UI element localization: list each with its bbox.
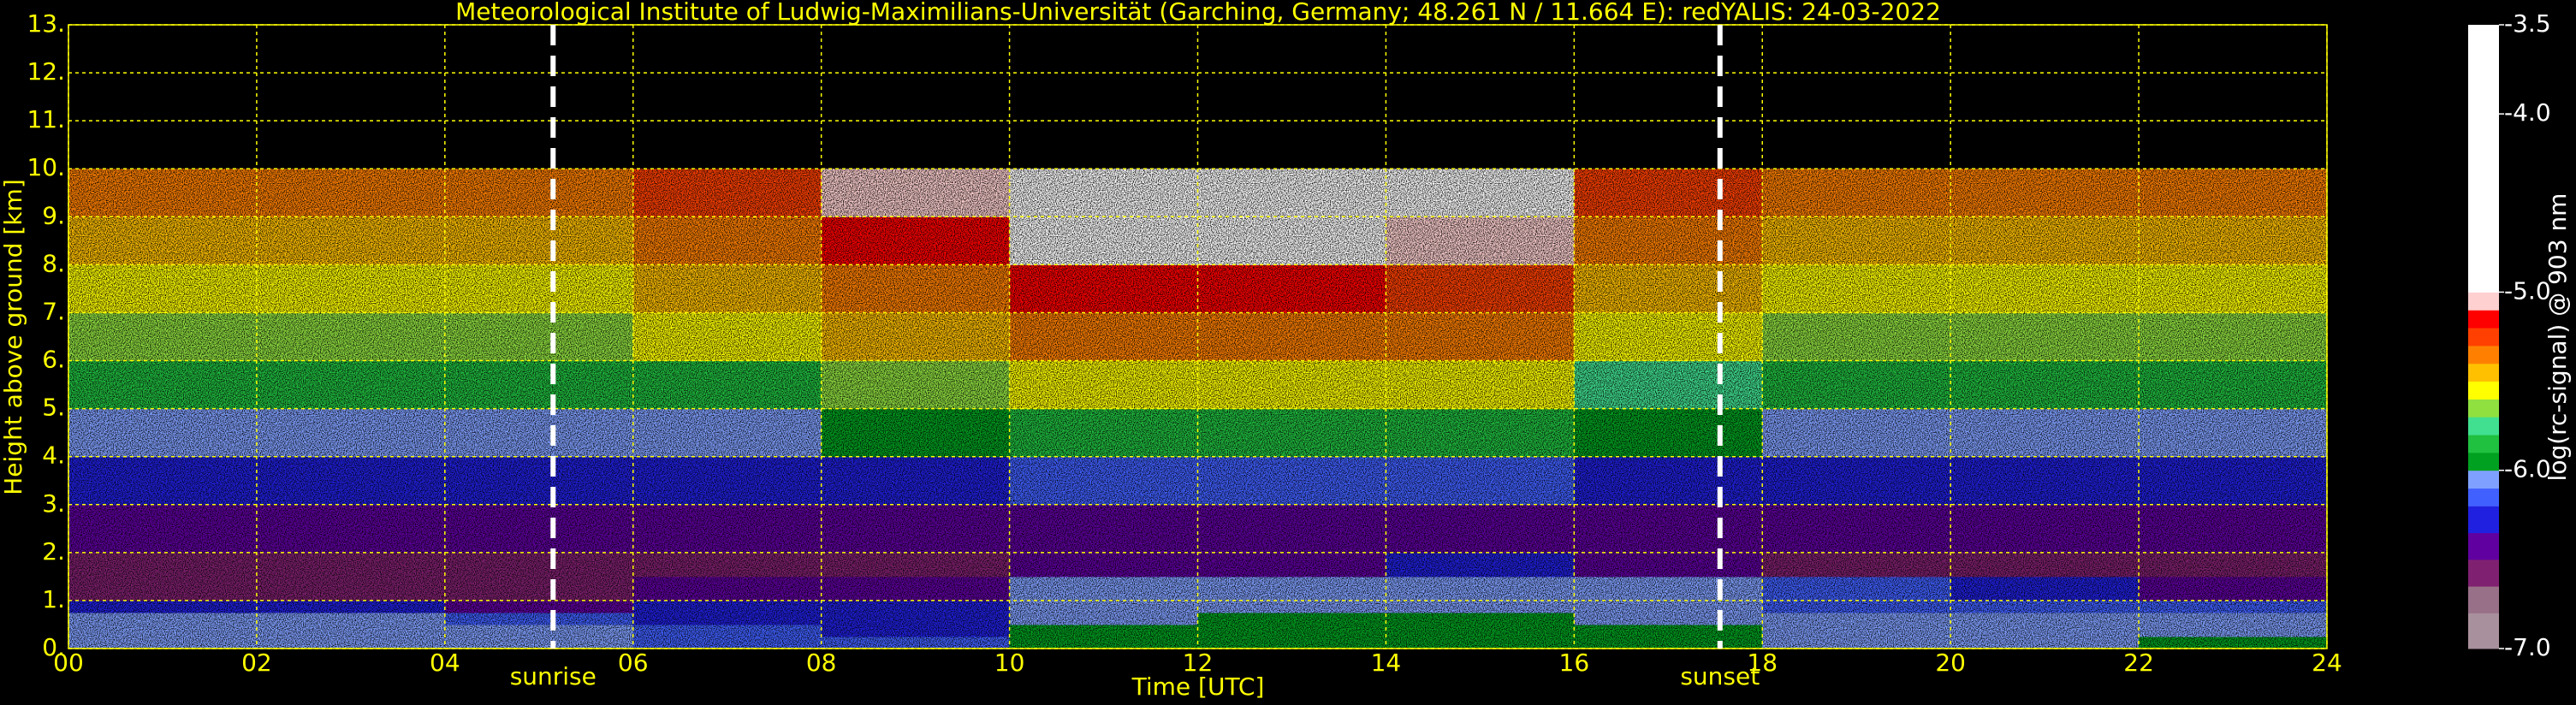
colorbar-segment [2468, 532, 2499, 560]
x-tick-label: 16 [1559, 649, 1590, 677]
y-tick-label: 9. [42, 201, 65, 229]
y-axis-label: Height above ground [km] [0, 179, 27, 495]
x-tick-label: 14 [1371, 649, 1402, 677]
y-tick-label: 7. [42, 297, 65, 325]
x-tick-label: 02 [241, 649, 272, 677]
colorbar-segment [2468, 586, 2499, 613]
y-tick-label: 12. [27, 57, 65, 86]
colorbar-segment [2468, 399, 2499, 418]
colorbar-segment [2468, 25, 2499, 293]
plot-frame [68, 24, 2328, 649]
colorbar-tick-label: -4.0 [2504, 98, 2551, 127]
colorbar-segment [2468, 417, 2499, 435]
y-tick-label: 5. [42, 394, 65, 422]
x-tick-label: 08 [806, 649, 837, 677]
colorbar-segment [2468, 470, 2499, 489]
x-tick-label: 24 [2312, 649, 2342, 677]
y-tick-label: 3. [42, 489, 65, 518]
x-tick-label: 04 [430, 649, 460, 677]
overlay: 0. 1. 2. 3. 4. 5. 6. 7. 8. 9. 10. 11. 12. 13. 00 02 04 06… [27, 9, 2342, 690]
y-tick-label: 1. [42, 585, 65, 613]
y-tick-label: 6. [42, 346, 65, 374]
chart-title: Meteorological Institute of Ludwig-Maxim… [455, 0, 1941, 26]
colorbar-segment [2468, 310, 2499, 329]
colorbar-tick-label: -3.5 [2504, 9, 2551, 38]
colorbar-segment [2468, 613, 2499, 649]
y-tick-label: 10. [27, 153, 65, 181]
colorbar-tick-label: -6.0 [2504, 455, 2551, 483]
colorbar-label: log(rc-signal) @ 903 nm [2543, 193, 2572, 482]
colorbar-segment [2468, 506, 2499, 534]
x-tick-label: 10 [994, 649, 1025, 677]
x-tick-label: 00 [53, 649, 84, 677]
y-tick-label: 2. [42, 537, 65, 566]
x-tick-label: 12 [1183, 649, 1214, 677]
colorbar-tick-label: -7.0 [2504, 633, 2551, 661]
colorbar-segment [2468, 381, 2499, 400]
colorbar-segment [2468, 328, 2499, 347]
colorbar-segment [2468, 363, 2499, 382]
x-tick-label: 06 [618, 649, 649, 677]
annotation-label: sunrise [510, 662, 597, 690]
y-tick-label: 11. [27, 105, 65, 133]
y-tick-label: 8. [42, 249, 65, 277]
x-axis-label: Time [UTC] [1131, 672, 1265, 701]
x-tick-label: 18 [1747, 649, 1778, 677]
colorbar-segment [2468, 559, 2499, 587]
y-tick-label: 0. [42, 633, 65, 661]
colorbar-segment [2468, 292, 2499, 311]
x-tick-label: 20 [1935, 649, 1966, 677]
colorbar-segment [2468, 452, 2499, 471]
colorbar-segment [2468, 488, 2499, 507]
annotation-label: sunset [1680, 662, 1760, 690]
colorbar-tick-label: -5.0 [2504, 276, 2551, 305]
colorbar-segment [2468, 345, 2499, 364]
y-tick-label: 4. [42, 441, 65, 470]
x-tick-label: 22 [2123, 649, 2154, 677]
y-tick-label: 13. [27, 9, 65, 38]
colorbar-segment [2468, 435, 2499, 453]
